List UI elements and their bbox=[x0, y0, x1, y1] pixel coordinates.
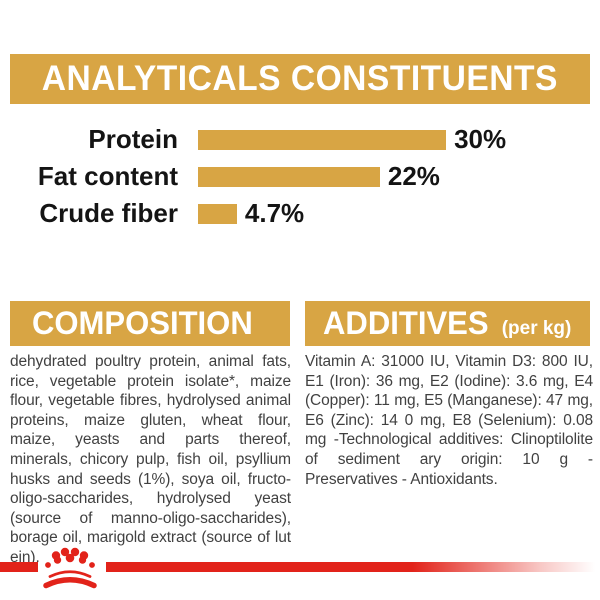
additives-title-suffix: (per kg) bbox=[501, 317, 572, 339]
composition-body: dehydrated poultry protein, animal fats,… bbox=[10, 353, 291, 566]
chart-value-label: 22% bbox=[387, 161, 440, 191]
banner-title: ANALYTICALS CONSTITUENTS bbox=[41, 59, 559, 98]
chart-category-label: Fat content bbox=[37, 161, 178, 191]
brand-stripe-left bbox=[0, 562, 38, 572]
composition-title: COMPOSITION bbox=[32, 305, 253, 341]
chart-bar bbox=[198, 166, 380, 187]
chart-row: Fat content 22% bbox=[0, 158, 600, 195]
brand-stripe-right bbox=[106, 562, 600, 572]
chart-row: Crude fiber 4.7% bbox=[0, 195, 600, 232]
chart-category-label: Crude fiber bbox=[39, 198, 178, 228]
crown-dots bbox=[45, 547, 95, 568]
additives-title: ADDITIVES bbox=[323, 305, 489, 341]
chart-value-label: 4.7% bbox=[244, 198, 305, 228]
chart-value-label: 30% bbox=[454, 124, 507, 154]
chart-bar bbox=[198, 129, 447, 150]
composition-header: COMPOSITION bbox=[10, 301, 290, 346]
chart-bar bbox=[198, 203, 237, 224]
crown-arc-thin bbox=[48, 570, 92, 578]
analytical-constituents-chart: Protein 30% Fat content 22% Crude fiber 4.7% bbox=[0, 121, 600, 232]
crown-arc-thick bbox=[43, 577, 97, 589]
additives-body: Vitamin A: 31000 IU, Vitamin D3: 800 IU,… bbox=[305, 353, 593, 488]
analytical-constituents-banner: ANALYTICALS CONSTITUENTS bbox=[10, 54, 590, 104]
chart-category-label: Protein bbox=[88, 124, 178, 154]
additives-header: ADDITIVES (per kg) bbox=[305, 301, 590, 346]
chart-row: Protein 30% bbox=[0, 121, 600, 158]
royal-canin-crown-icon bbox=[43, 547, 97, 589]
